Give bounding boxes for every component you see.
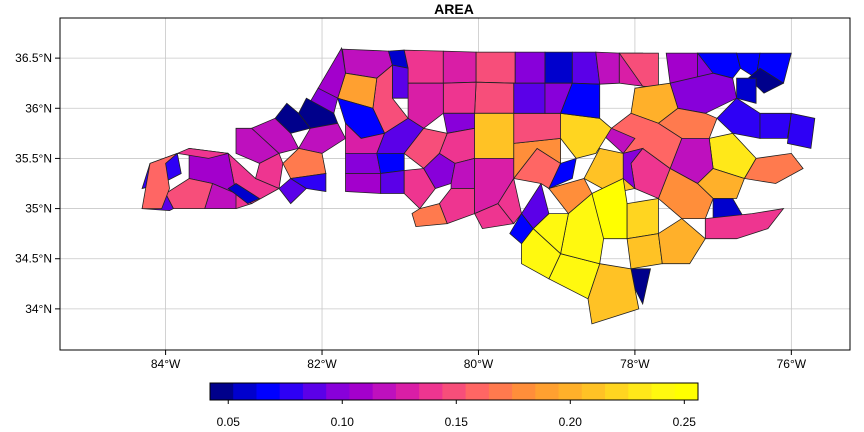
county-c40	[626, 233, 663, 270]
county-c03	[403, 49, 444, 84]
y-tick-label-5: 36.5°N	[15, 51, 52, 65]
county-c17	[747, 67, 785, 94]
colorbar: 0.05 0.10 0.15 0.20 0.25	[209, 382, 699, 429]
county-c98	[165, 178, 214, 210]
colorbar-swatch-2	[256, 383, 281, 400]
x-tick-label-4: 76°W	[777, 357, 807, 371]
plot-frame	[59, 17, 851, 351]
county-c48	[548, 178, 593, 215]
county-c59	[442, 81, 477, 114]
colorbar-swatch-4	[302, 383, 327, 400]
county-c89	[250, 117, 300, 154]
county-c39	[626, 198, 659, 240]
colorbar-tick-label-0: 0.05	[217, 415, 241, 429]
y-tick-label-2: 35°N	[25, 202, 52, 216]
colorbar-swatch-10	[442, 383, 467, 400]
county-c88	[282, 147, 327, 179]
county-c37	[622, 147, 644, 190]
county-c04	[442, 50, 477, 84]
colorbar-swatch-8	[395, 383, 420, 400]
county-c63	[391, 64, 409, 99]
county-c62	[407, 82, 444, 129]
colorbar-swatch-9	[419, 383, 443, 400]
county-c103	[175, 147, 229, 159]
colorbar-swatch-6	[349, 383, 374, 400]
county-c57	[474, 81, 515, 114]
county-c70	[274, 102, 311, 134]
colorbar-swatch-11	[465, 383, 490, 400]
map-title: AREA	[434, 1, 474, 17]
county-c53	[513, 112, 561, 144]
colorbar-swatch-1	[233, 383, 257, 400]
y-axis-ticks: 34°N 34.5°N 35°N 35.5°N 36°N 36.5°N	[15, 51, 60, 316]
county-c56	[560, 82, 601, 119]
colorbar-tick-label-4: 0.25	[673, 415, 697, 429]
county-c24	[786, 112, 816, 149]
county-c06	[514, 51, 546, 84]
x-tick-label-0: 84°W	[151, 357, 181, 371]
county-c09	[595, 51, 620, 85]
y-tick-label-4: 36°N	[25, 101, 52, 115]
colorbar-swatch-13	[512, 383, 536, 400]
y-tick-label-3: 35.5°N	[15, 151, 52, 165]
colorbar-tick-label-2: 0.15	[445, 415, 469, 429]
colorbar-swatch-0	[210, 383, 234, 400]
colorbar-swatch-16	[581, 383, 606, 400]
county-c74	[403, 127, 448, 170]
county-c51	[548, 157, 577, 190]
county-c76	[376, 152, 405, 174]
county-c07	[544, 51, 573, 84]
y-tick-label-1: 34.5°N	[15, 252, 52, 266]
county-c87	[509, 212, 534, 245]
colorbar-swatch-15	[558, 383, 583, 400]
colorbar-swatch-17	[605, 383, 629, 400]
county-c78	[380, 170, 405, 194]
county-c54	[513, 82, 546, 114]
county-c75	[345, 152, 382, 174]
county-c79	[403, 168, 436, 210]
colorbar-swatch-14	[535, 383, 560, 400]
county-c83	[411, 203, 448, 228]
x-tick-label-3: 78°W	[620, 357, 650, 371]
county-c18	[736, 77, 757, 104]
county-c82	[438, 188, 476, 225]
colorbar-tick-label-1: 0.10	[331, 415, 355, 429]
county-c101	[141, 153, 178, 210]
colorbar-swatch-19	[651, 383, 676, 400]
x-tick-label-2: 80°W	[464, 357, 494, 371]
colorbar-swatch-20	[674, 383, 699, 400]
county-c41	[657, 218, 706, 265]
colorbar-swatch-7	[372, 383, 397, 400]
y-tick-label-0: 34°N	[25, 302, 52, 316]
county-c91	[255, 152, 284, 190]
x-axis-ticks: 84°W 82°W 80°W 78°W 76°W	[151, 350, 807, 371]
colorbar-tick-label-3: 0.20	[559, 415, 583, 429]
county-c14	[696, 52, 741, 79]
county-c102	[227, 183, 261, 205]
colorbar-swatch-3	[279, 383, 304, 400]
county-c71	[297, 122, 347, 154]
colorbar-swatch-18	[628, 383, 653, 400]
county-c93	[289, 173, 327, 192]
county-c26	[743, 152, 804, 184]
colorbar-swatch-5	[326, 383, 350, 400]
county-c08	[571, 51, 601, 85]
county-c23	[759, 112, 792, 139]
county-polygons	[141, 46, 816, 325]
county-c58	[474, 112, 515, 159]
x-tick-label-1: 82°W	[307, 357, 337, 371]
county-c05	[475, 51, 516, 84]
county-c77	[345, 173, 382, 194]
colorbar-frame	[209, 382, 699, 401]
colorbar-swatch-12	[488, 383, 513, 400]
